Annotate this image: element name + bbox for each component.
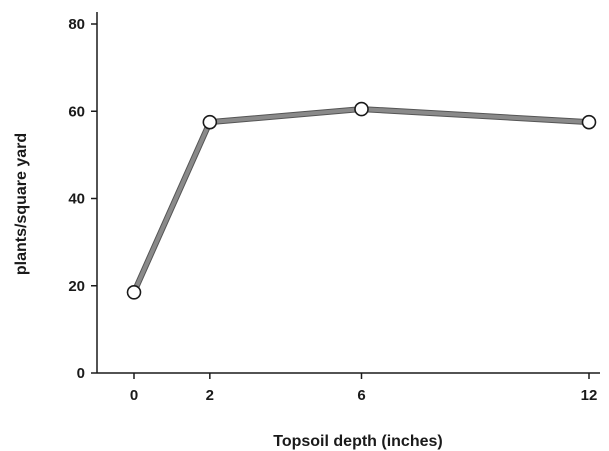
x-ticks: 0 2 6 12 [130,373,598,404]
y-axis-title: plants/square yard [13,133,30,275]
series-line [132,107,591,295]
x-tick-label: 0 [130,387,138,404]
x-axis-title: Topsoil depth (inches) [273,433,442,450]
x-tick-label: 12 [581,387,598,404]
data-point [126,284,142,300]
y-tick-label: 80 [68,16,85,33]
x-tick-label: 6 [357,387,365,404]
y-tick-label: 20 [68,278,85,295]
x-tick-label: 2 [206,387,214,404]
series-layer [126,101,597,300]
y-ticks: 0 20 40 60 80 [68,16,97,382]
data-point [202,114,218,130]
data-point [581,114,597,130]
axes [96,12,600,374]
y-tick-label: 60 [68,103,85,120]
y-tick-label: 0 [77,365,85,382]
data-point [354,101,369,117]
y-tick-label: 40 [68,191,85,208]
